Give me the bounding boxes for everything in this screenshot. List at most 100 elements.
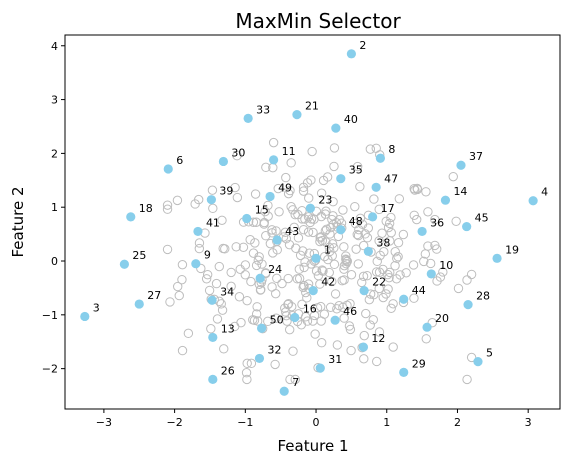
selected-point xyxy=(371,182,381,192)
background-point xyxy=(438,267,448,277)
y-tick-label: 3 xyxy=(51,94,58,107)
selected-point xyxy=(368,212,378,222)
background-point xyxy=(162,244,173,255)
background-point xyxy=(350,218,361,229)
background-point xyxy=(359,354,369,364)
point-label: 31 xyxy=(328,353,342,366)
point-label: 8 xyxy=(388,143,395,156)
selected-point xyxy=(272,235,282,245)
selected-point xyxy=(218,156,228,167)
background-point xyxy=(302,293,312,303)
background-point xyxy=(252,316,263,326)
background-point xyxy=(341,251,351,261)
background-point xyxy=(369,194,379,204)
background-point xyxy=(427,317,437,328)
background-point xyxy=(299,262,309,273)
background-point xyxy=(316,188,327,198)
background-point xyxy=(317,265,327,275)
background-point xyxy=(214,261,224,272)
point-label: 14 xyxy=(453,185,467,198)
selected-point xyxy=(279,386,289,396)
point-label: 15 xyxy=(255,204,269,217)
background-point xyxy=(311,266,322,276)
point-label: 38 xyxy=(376,236,390,249)
background-point xyxy=(388,342,398,352)
background-point xyxy=(339,242,349,252)
selected-point xyxy=(462,221,472,232)
background-point xyxy=(307,146,317,157)
selected-point xyxy=(255,273,265,283)
selected-point xyxy=(528,196,538,206)
background-point xyxy=(165,297,175,307)
background-point xyxy=(352,161,363,172)
selected-point xyxy=(207,295,217,305)
plot-frame xyxy=(64,34,561,410)
background-point xyxy=(316,338,327,348)
background-point xyxy=(177,274,187,285)
background-point xyxy=(394,194,405,204)
background-point xyxy=(172,195,183,206)
background-point xyxy=(362,270,372,281)
background-point xyxy=(374,327,385,337)
background-point xyxy=(316,232,326,242)
point-label: 26 xyxy=(221,364,235,377)
background-point xyxy=(390,261,400,271)
background-point xyxy=(274,207,284,217)
y-tick-label: 4 xyxy=(51,40,58,53)
point-label: 20 xyxy=(435,312,449,325)
point-label: 47 xyxy=(384,172,398,185)
x-axis-ticks: −3 −2 −1 0 1 2 3 xyxy=(96,409,532,429)
background-point xyxy=(271,226,281,236)
background-point xyxy=(339,275,349,285)
background-point xyxy=(374,283,384,294)
x-tick-label: 0 xyxy=(313,416,320,429)
background-point xyxy=(379,247,389,257)
background-point xyxy=(383,284,393,294)
background-point xyxy=(236,317,246,328)
background-point xyxy=(286,202,296,212)
background-point xyxy=(329,259,340,270)
point-label: 12 xyxy=(371,332,385,345)
background-point xyxy=(300,257,310,267)
background-point xyxy=(334,214,344,225)
background-point xyxy=(315,236,325,247)
background-point xyxy=(360,229,370,239)
background-point xyxy=(281,307,291,317)
background-point xyxy=(259,219,269,229)
background-point xyxy=(230,182,240,193)
background-point xyxy=(263,200,273,211)
background-point xyxy=(320,251,330,262)
selected-point xyxy=(134,299,144,309)
background-point xyxy=(245,235,255,245)
y-tick-label: −2 xyxy=(42,363,58,376)
background-point xyxy=(305,217,315,228)
background-point xyxy=(226,267,236,278)
background-point xyxy=(298,186,309,196)
point-label: 34 xyxy=(220,285,234,298)
selected-point xyxy=(346,49,356,59)
point-label: 6 xyxy=(176,154,183,167)
background-point xyxy=(398,229,409,240)
background-point xyxy=(392,253,402,264)
selected-point xyxy=(456,160,466,170)
selected-point xyxy=(265,191,275,202)
background-point xyxy=(419,256,429,267)
background-point xyxy=(211,278,222,289)
background-point xyxy=(359,330,369,341)
point-label: 48 xyxy=(349,215,363,228)
selected-point xyxy=(126,212,136,222)
background-point xyxy=(330,289,341,299)
point-label: 5 xyxy=(486,347,493,360)
background-point xyxy=(372,356,382,367)
background-point xyxy=(350,201,360,212)
background-point xyxy=(235,264,245,274)
background-point xyxy=(287,301,297,312)
background-point xyxy=(334,300,344,311)
background-point xyxy=(242,374,252,385)
background-point xyxy=(361,308,371,319)
y-tick-label: 1 xyxy=(51,201,58,214)
selected-point xyxy=(292,110,302,120)
background-point xyxy=(393,237,404,248)
background-point xyxy=(324,242,335,253)
background-point xyxy=(282,316,292,326)
